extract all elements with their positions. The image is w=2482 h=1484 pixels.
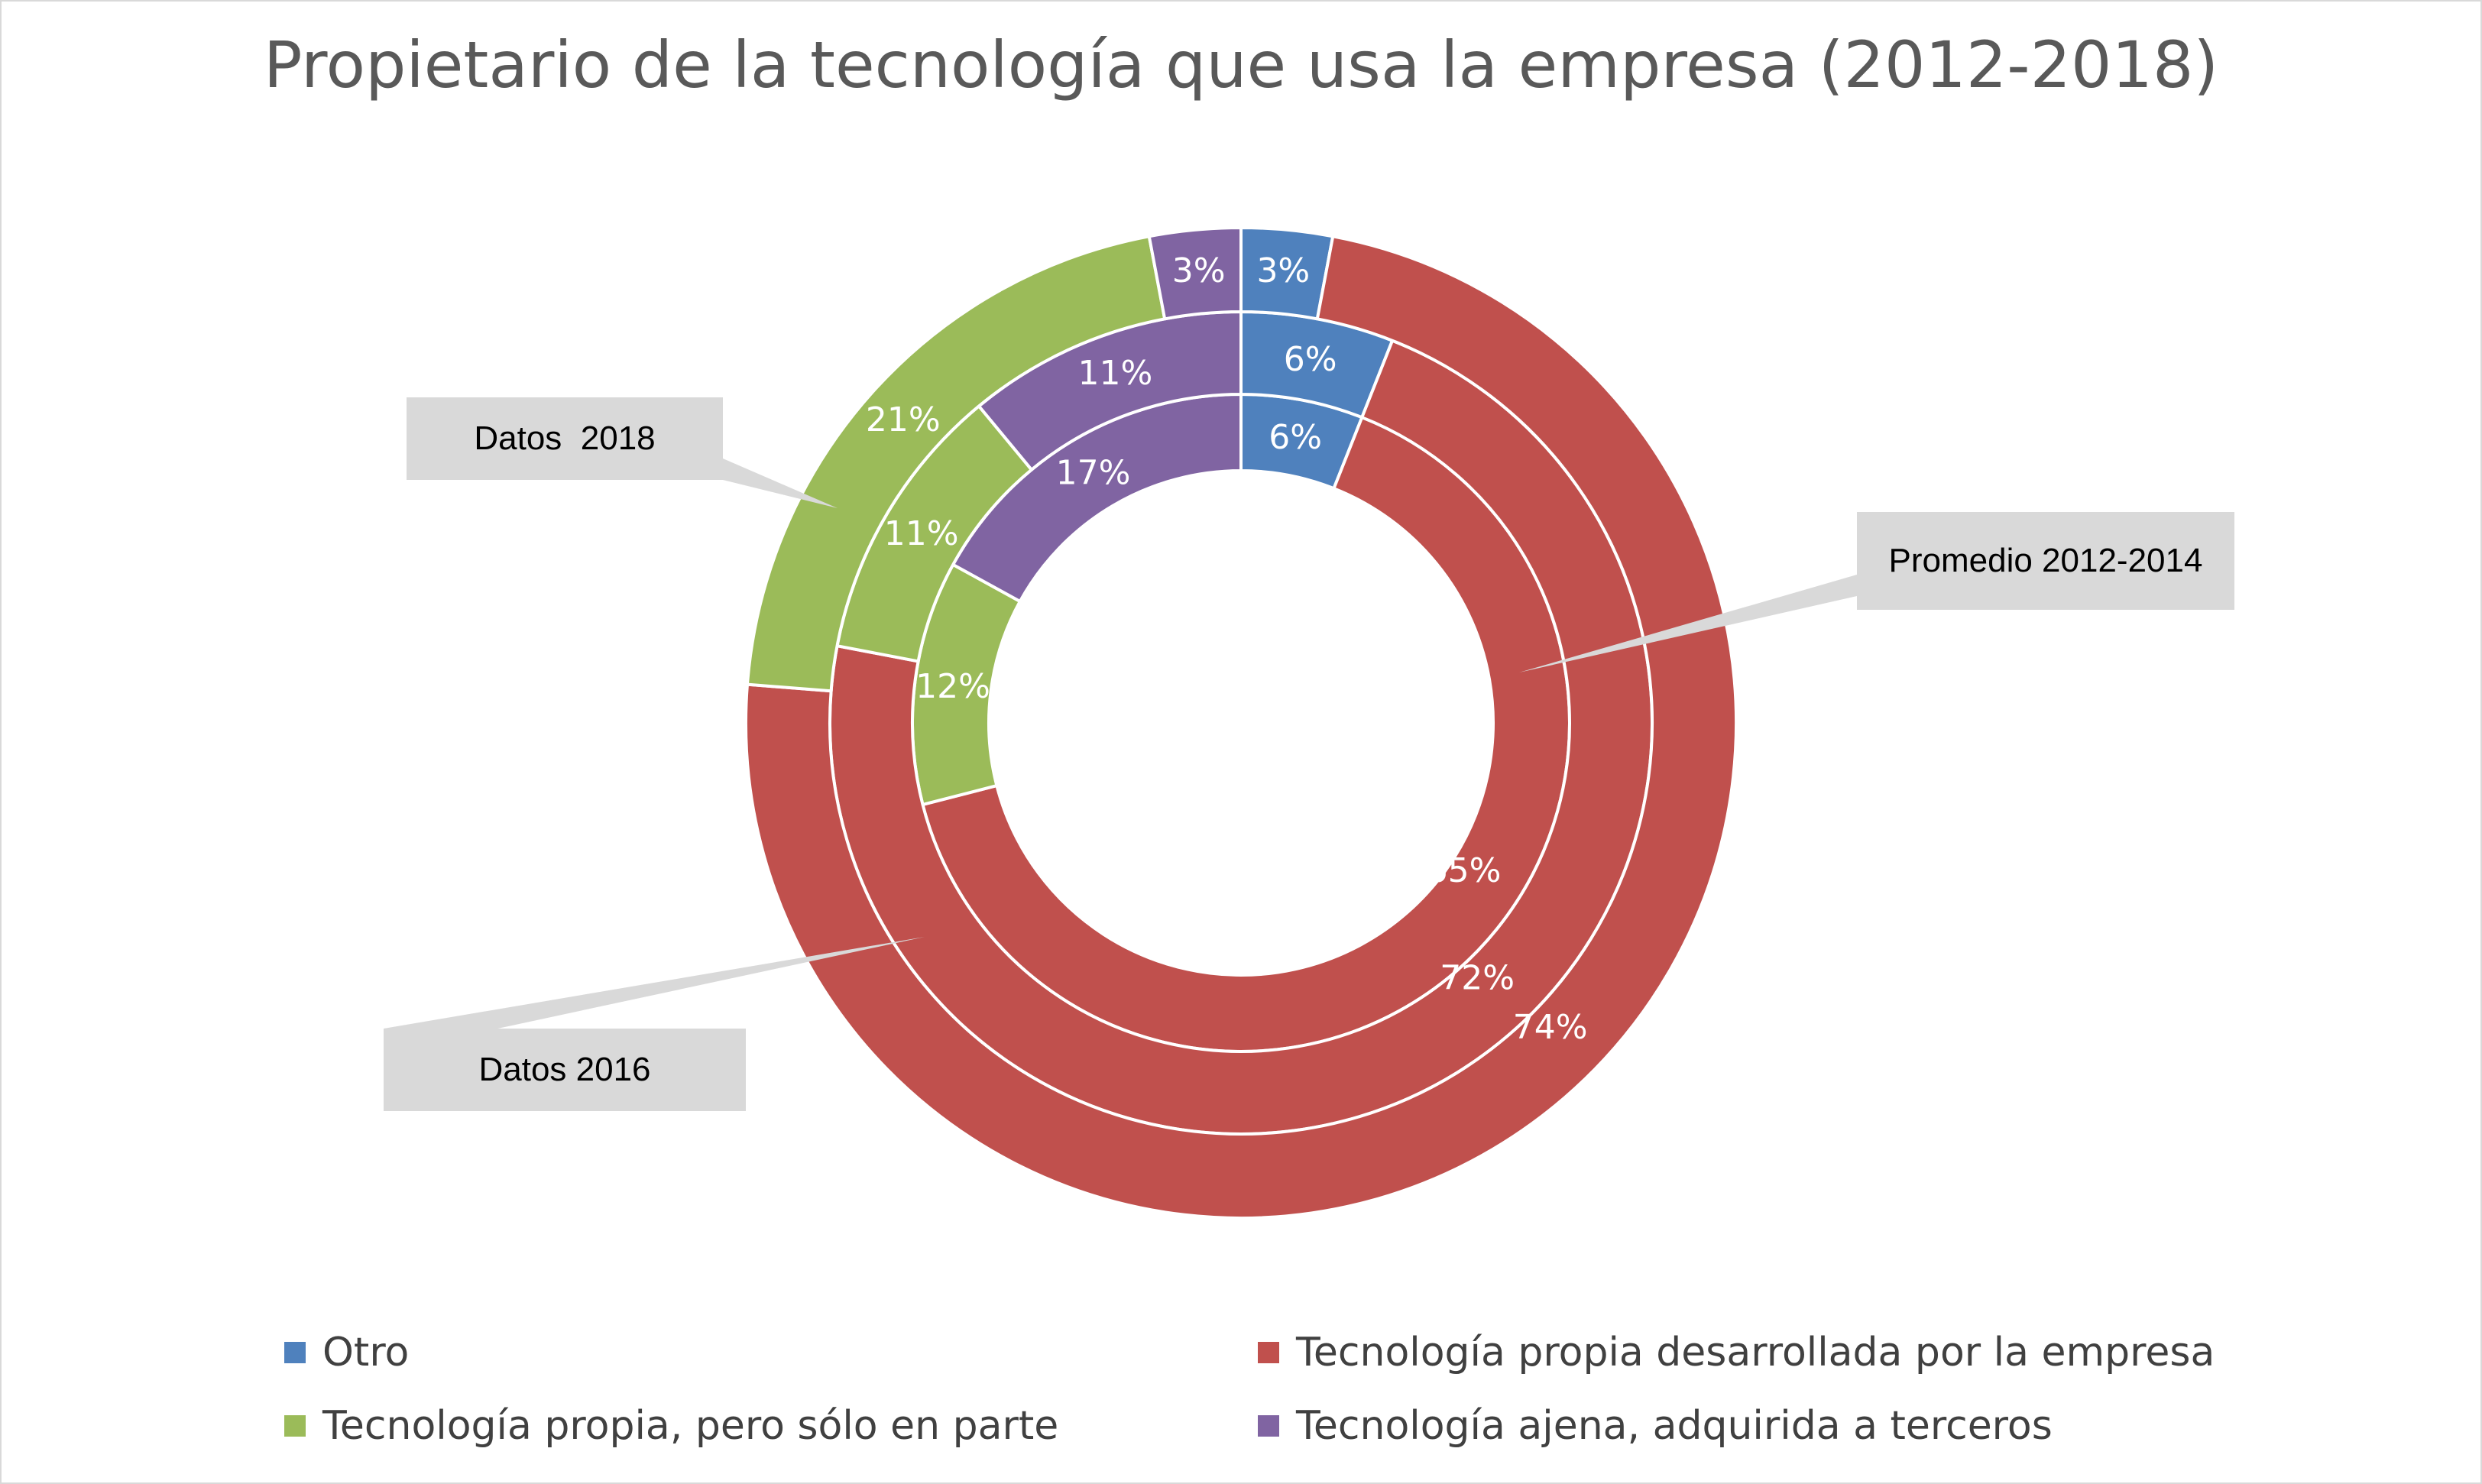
- legend-swatch-ajena: [1258, 1415, 1279, 1437]
- legend-swatch-otro: [284, 1342, 306, 1363]
- chart-title: Propietario de la tecnología que usa la …: [263, 28, 2219, 102]
- slice-label-outer-otro: 3%: [1256, 251, 1310, 290]
- legend-swatch-propia-desarrollada: [1258, 1342, 1279, 1363]
- callout-datos-2016: Datos 2016: [384, 1029, 746, 1111]
- slice-label-inner-otro: 6%: [1269, 418, 1322, 457]
- legend-label-otro: Otro: [322, 1330, 410, 1375]
- slice-label-outer-propia-en-parte: 21%: [866, 400, 941, 439]
- legend-item-propia-desarrollada: Tecnología propia desarrollada por la em…: [1258, 1330, 2215, 1375]
- slice-label-inner-ajena: 17%: [1056, 453, 1131, 492]
- legend-item-propia-en-parte: Tecnología propia, pero sólo en parte: [284, 1403, 1058, 1449]
- slice-outer-ajena: [1147, 225, 1243, 321]
- callout-promedio-2012-2014: Promedio 2012-2014: [1857, 512, 2234, 610]
- legend-label-ajena: Tecnología ajena, adquirida a terceros: [1296, 1403, 2053, 1449]
- slice-label-inner-propia-en-parte: 12%: [915, 667, 990, 706]
- legend-swatch-propia-en-parte: [284, 1415, 306, 1437]
- slice-label-outer-propia-desarrollada: 74%: [1513, 1008, 1588, 1047]
- legend-label-propia-desarrollada: Tecnología propia desarrollada por la em…: [1296, 1330, 2215, 1375]
- slice-label-inner-propia-desarrollada: 65%: [1427, 851, 1502, 890]
- slice-outer-propia-desarrollada: [744, 234, 1738, 1220]
- legend-item-ajena: Tecnología ajena, adquirida a terceros: [1258, 1403, 2053, 1449]
- slice-label-outer-ajena: 3%: [1172, 251, 1226, 290]
- callout-pointer-datos-2016: [384, 937, 925, 1053]
- callout-datos-2018: Datos 2018: [407, 397, 723, 480]
- slice-label-middle-otro: 6%: [1284, 340, 1337, 379]
- callout-pointer-datos-2018: [723, 458, 838, 508]
- slice-label-middle-propia-desarrollada: 72%: [1440, 958, 1515, 997]
- slice-label-middle-ajena: 11%: [1077, 354, 1152, 393]
- legend-item-otro: Otro: [284, 1330, 409, 1375]
- callout-pointer-promedio-2012-2014: [1519, 575, 1857, 672]
- legend-label-propia-en-parte: Tecnología propia, pero sólo en parte: [322, 1403, 1059, 1449]
- slice-label-middle-propia-en-parte: 11%: [884, 514, 959, 553]
- legend: Otro Tecnología propia desarrollada por …: [0, 1330, 2482, 1467]
